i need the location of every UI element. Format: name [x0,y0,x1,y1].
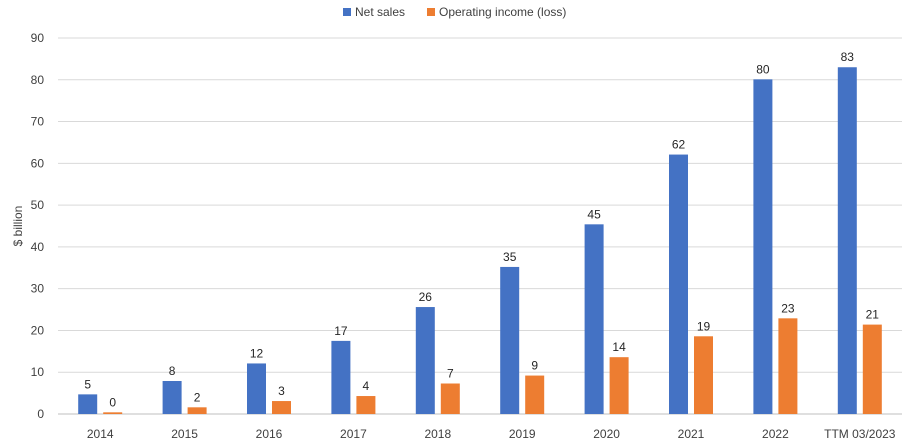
bar-net-sales-2017 [331,340,351,414]
bar-operating-income-loss-2021 [694,336,713,414]
y-tick-label-50: 50 [31,198,45,212]
legend-label-operating-income: Operating income (loss) [439,5,566,19]
bar-operating-income-loss-2019 [525,375,545,414]
data-label-operating-income-loss-2019: 9 [531,359,538,373]
legend: Net sales Operating income (loss) [343,5,566,19]
data-label-net-sales-2022: 80 [756,62,770,76]
bar-net-sales-2022 [753,79,773,415]
data-label-operating-income-loss-2014: 0 [109,395,116,409]
x-tick-label-2014: 2014 [87,427,114,441]
data-label-operating-income-loss-2016: 3 [278,384,285,398]
bar-operating-income-loss-2022 [778,318,798,414]
bar-operating-income-loss-ttm-03-2023 [862,324,882,414]
x-axis-ticks: 2014 2015 2016 2017 2018 2019 2020 2021 2022 TTM … [87,427,896,441]
data-label-operating-income-loss-2018: 7 [447,367,454,381]
y-tick-label-40: 40 [31,240,45,254]
bar-net-sales-2019 [500,266,520,414]
data-label-net-sales-2019: 35 [503,250,517,264]
y-tick-label-90: 90 [31,31,45,45]
data-label-net-sales-2017: 17 [334,324,348,338]
x-tick-label-2016: 2016 [256,427,283,441]
data-label-operating-income-loss-2015: 2 [194,390,201,404]
data-label-net-sales-2018: 26 [419,290,433,304]
y-tick-label-60: 60 [31,156,45,170]
bar-net-sales-2021 [669,154,688,414]
legend-label-net-sales: Net sales [355,5,405,19]
gridlines [58,37,902,415]
data-label-operating-income-loss-2022: 23 [781,301,795,315]
data-label-net-sales-2015: 8 [169,364,176,378]
data-label-net-sales-2016: 12 [250,346,264,360]
bar-net-sales-2014 [78,394,98,414]
bar-net-sales-2015 [162,380,182,414]
legend-swatch-operating-income [427,8,435,16]
data-labels: 5 0 8 2 12 3 17 4 26 7 35 9 45 14 62 19 80 23 83 21 [84,50,879,409]
bar-operating-income-loss-2020 [609,357,629,414]
y-axis-ticks: 0 10 20 30 40 50 60 70 80 90 [31,31,45,421]
y-tick-label-0: 0 [37,407,44,421]
data-label-operating-income-loss-2020: 14 [612,340,626,354]
bars [78,67,882,415]
y-tick-label-30: 30 [31,282,45,296]
y-tick-label-80: 80 [31,73,45,87]
x-tick-label-2019: 2019 [509,427,536,441]
y-axis-title: $ billion [11,206,25,247]
x-tick-label-2022: 2022 [762,427,789,441]
x-tick-label-ttm-03-2023: TTM 03/2023 [824,427,896,441]
bar-operating-income-loss-2018 [440,383,460,414]
bar-operating-income-loss-2015 [187,407,207,414]
bar-operating-income-loss-2016 [272,401,291,414]
bar-net-sales-ttm-03-2023 [837,67,857,414]
legend-swatch-net-sales [343,8,351,16]
bar-net-sales-2018 [415,307,435,414]
bar-operating-income-loss-2014 [103,412,123,414]
x-tick-label-2015: 2015 [171,427,198,441]
bar-net-sales-2020 [584,224,604,414]
data-label-operating-income-loss-2021: 19 [697,319,711,333]
bar-operating-income-loss-2017 [356,396,376,414]
x-tick-label-2017: 2017 [340,427,367,441]
data-label-net-sales-ttm-03-2023: 83 [841,50,855,64]
y-tick-label-70: 70 [31,115,45,129]
data-label-net-sales-2020: 45 [587,207,601,221]
x-tick-label-2021: 2021 [678,427,705,441]
data-label-operating-income-loss-ttm-03-2023: 21 [866,308,880,322]
data-label-net-sales-2021: 62 [672,138,686,152]
x-tick-label-2018: 2018 [424,427,451,441]
data-label-operating-income-loss-2017: 4 [363,379,370,393]
x-tick-label-2020: 2020 [593,427,620,441]
y-tick-label-10: 10 [31,365,45,379]
data-label-net-sales-2014: 5 [84,377,91,391]
y-tick-label-20: 20 [31,323,45,337]
bar-net-sales-2016 [247,363,266,414]
